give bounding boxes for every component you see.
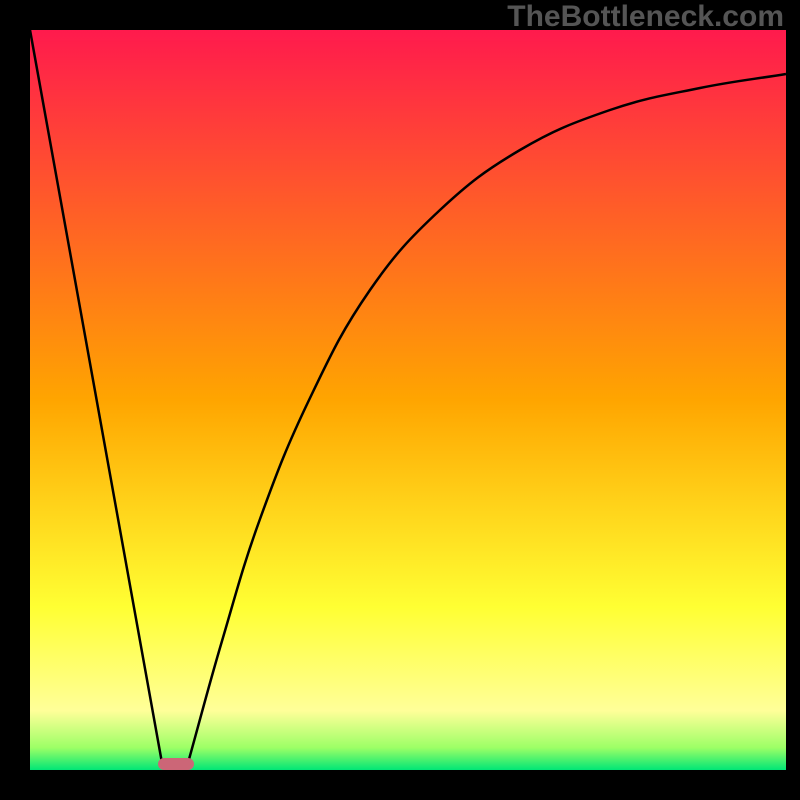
bottleneck-chart [0,0,800,800]
watermark-text: TheBottleneck.com [507,0,784,34]
optimal-marker [158,758,194,770]
